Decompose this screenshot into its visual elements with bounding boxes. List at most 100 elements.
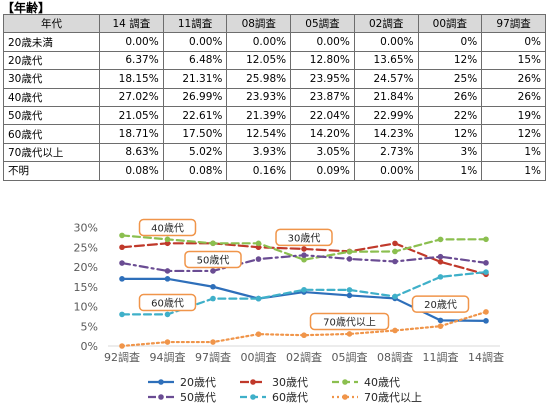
data-point — [301, 256, 307, 263]
data-point — [119, 260, 125, 266]
annotation-box — [411, 295, 470, 313]
legend-label: 30歳代 — [272, 376, 308, 389]
table-cell: 14.20% — [290, 124, 355, 144]
row-label: 20歳代 — [3, 50, 100, 71]
table-row: 60歳代 18.71% 17.50% 12.54% 14.20% 14.23% … — [3, 124, 546, 144]
annotation-label: 70歳代以上 — [323, 317, 376, 329]
data-point — [392, 327, 398, 334]
table-cell: 19% — [481, 105, 546, 126]
table-cell: 12% — [481, 124, 546, 144]
table-cell: 0.00% — [353, 32, 419, 52]
table-cell: 22.61% — [162, 105, 228, 126]
legend-label: 60歳代 — [272, 391, 308, 404]
table-cell: 0.09% — [290, 161, 355, 181]
data-point — [483, 260, 489, 266]
page-title: 【年齢】 — [2, 1, 51, 15]
table-cell: 0.16% — [226, 161, 292, 181]
x-tick-label: 94調査 — [150, 350, 186, 364]
annotation-label: 40歳代 — [151, 223, 184, 235]
table-cell: 12.05% — [226, 50, 292, 71]
table-cell: 26% — [417, 87, 483, 107]
table-cell: 25% — [417, 69, 483, 89]
x-tick-label: 14調査 — [468, 350, 504, 364]
column-header-11-survey: 11調査 — [162, 13, 228, 34]
data-point — [346, 331, 353, 337]
annotation-label: 60歳代 — [151, 298, 184, 310]
data-point — [346, 248, 353, 255]
data-point — [301, 252, 307, 258]
row-label: 60歳代 — [3, 124, 100, 144]
annotation-box — [184, 250, 242, 269]
data-point — [255, 256, 262, 262]
data-point — [437, 236, 444, 243]
y-tick-label: 15% — [74, 281, 98, 294]
table-cell: 21.05% — [99, 105, 164, 126]
table-cell: 21.31% — [162, 69, 228, 89]
annotation-box — [309, 312, 390, 331]
data-point — [346, 292, 353, 299]
data-point — [164, 276, 171, 282]
data-point — [255, 331, 262, 337]
data-point — [119, 244, 125, 251]
table-cell: 18.15% — [99, 69, 164, 89]
data-point — [437, 323, 444, 329]
table-cell: 18.71% — [99, 124, 164, 144]
row-label: 不明 — [3, 161, 100, 181]
annotation-label: 30歳代 — [288, 232, 321, 244]
row-label: 30歳代 — [3, 69, 100, 89]
annotation-box — [138, 218, 197, 237]
x-tick-label: 92調査 — [104, 350, 140, 364]
data-point — [255, 240, 262, 247]
data-point — [392, 293, 398, 300]
table-cell: 12.54% — [226, 124, 292, 144]
table-cell: 3% — [417, 142, 483, 163]
table-row: 30歳代 18.15% 21.31% 25.98% 23.95% 24.57% … — [3, 69, 546, 89]
table-cell: 0% — [417, 32, 483, 52]
legend-swatch-marker — [158, 379, 164, 385]
table-cell: 0.00% — [162, 32, 228, 52]
data-point — [483, 318, 489, 324]
table-cell: 21.84% — [353, 87, 419, 107]
table-row: 20歳代 6.37% 6.48% 12.05% 12.80% 13.65% 12… — [3, 50, 546, 71]
data-point — [164, 339, 171, 345]
table-cell: 6.48% — [162, 50, 228, 71]
column-header-14-survey: 14 調査 — [99, 13, 164, 34]
row-label: 40歳代 — [3, 87, 100, 107]
data-point — [437, 253, 444, 260]
data-point — [164, 240, 171, 247]
table-cell: 21.39% — [226, 105, 292, 126]
y-tick-label: 20% — [74, 261, 98, 274]
annotation-box — [275, 228, 333, 247]
table-cell: 23.95% — [290, 69, 355, 89]
table-cell: 22.99% — [353, 105, 419, 126]
legend-label: 70歳代以上 — [364, 391, 422, 404]
legend-swatch-marker — [342, 394, 348, 400]
column-header-08-survey: 08調査 — [226, 13, 292, 34]
table-row: 70歳代以上 8.63% 5.02% 3.93% 3.05% 2.73% 3% … — [3, 142, 546, 163]
table-cell: 5.02% — [162, 142, 228, 163]
x-tick-label: 00調査 — [241, 350, 277, 364]
legend-label: 20歳代 — [180, 376, 216, 389]
data-point — [392, 248, 398, 255]
data-point — [210, 240, 216, 247]
data-point — [346, 256, 353, 262]
table-cell: 12% — [417, 50, 483, 71]
data-point — [255, 244, 262, 251]
table-cell: 3.93% — [226, 142, 292, 163]
table-row: 40歳代 27.02% 26.99% 23.93% 23.87% 21.84% … — [3, 87, 546, 107]
table-cell: 0.00% — [353, 161, 419, 181]
data-point — [255, 295, 262, 302]
legend-label: 40歳代 — [364, 376, 400, 389]
table-cell: 8.63% — [99, 142, 164, 163]
data-point — [210, 283, 216, 290]
row-label: 70歳代以上 — [3, 142, 100, 163]
table-cell: 24.57% — [353, 69, 419, 89]
table-cell: 0.00% — [226, 32, 292, 52]
row-label: 20歳未満 — [3, 32, 100, 52]
x-tick-label: 08調査 — [377, 350, 413, 364]
table-cell: 23.93% — [226, 87, 292, 107]
table-header-row: 年代 14 調査 11調査 08調査 05調査 02調査 00調査 97調査 — [3, 13, 546, 34]
age-trend-line-chart: 0% 5% 10% 15% 20% 25% 30% 92調査 94調査 97調査 00調査 02調査 0… — [74, 218, 504, 404]
table-cell: 27.02% — [99, 87, 164, 107]
age-distribution-table: 年代 14 調査 11調査 08調査 05調査 02調査 00調査 97調査 2… — [3, 13, 546, 181]
